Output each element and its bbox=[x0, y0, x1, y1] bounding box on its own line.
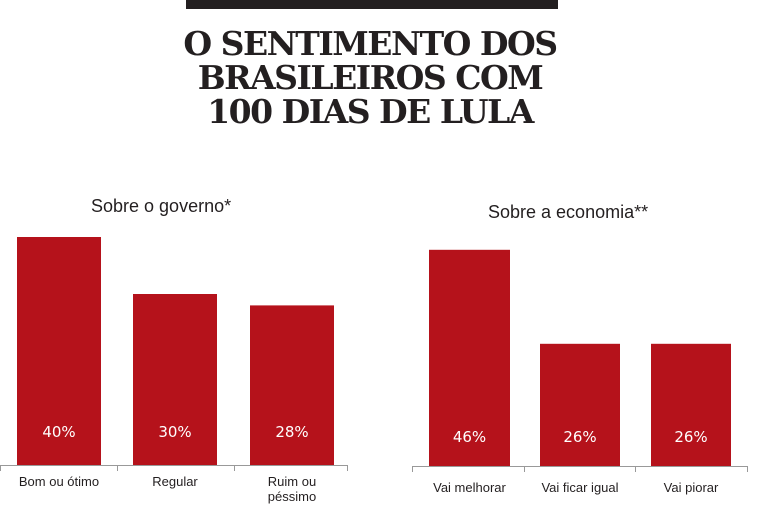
category-label: péssimo bbox=[268, 489, 316, 504]
headline: O SENTIMENTO DOS BRASILEIROS COM 100 DIA… bbox=[0, 27, 740, 129]
category-label: Ruim ou bbox=[268, 474, 316, 489]
bar-value-label: 40% bbox=[42, 423, 75, 441]
headline-line-1: O SENTIMENTO DOS bbox=[183, 24, 558, 63]
bar-value-label: 46% bbox=[453, 428, 486, 446]
category-label: Vai melhorar bbox=[433, 480, 506, 495]
bar-value-label: 30% bbox=[158, 423, 191, 441]
bar-value-label: 26% bbox=[563, 428, 596, 446]
bar bbox=[429, 249, 510, 466]
top-decorative-bar bbox=[186, 0, 558, 9]
chart-title-governo: Sobre o governo* bbox=[91, 196, 232, 216]
bar bbox=[651, 343, 731, 466]
headline-line-3: 100 DIAS DE LULA bbox=[207, 92, 534, 131]
headline-line-2: BRASILEIROS COM bbox=[197, 58, 544, 97]
category-label: Vai ficar igual bbox=[541, 480, 618, 495]
bar bbox=[540, 343, 620, 466]
category-label: Bom ou ótimo bbox=[19, 474, 99, 489]
bar-value-label: 26% bbox=[674, 428, 707, 446]
bar bbox=[133, 294, 217, 465]
bar-value-label: 28% bbox=[275, 423, 308, 441]
bar bbox=[250, 305, 334, 465]
bar bbox=[17, 237, 101, 465]
category-label: Vai piorar bbox=[664, 480, 719, 495]
category-label: Regular bbox=[152, 474, 198, 489]
chart-title-economia: Sobre a economia** bbox=[488, 202, 649, 222]
